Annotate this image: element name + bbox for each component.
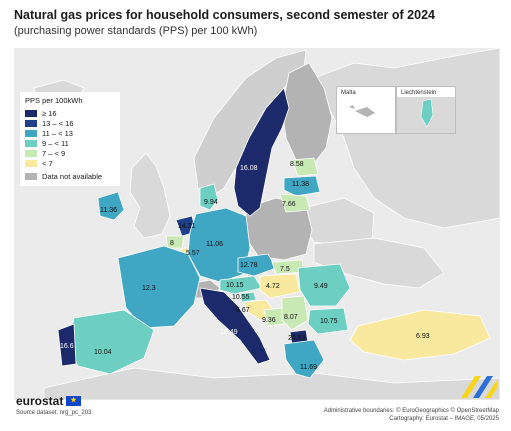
eu-flag-icon	[66, 396, 82, 406]
value-france: 12.3	[142, 285, 156, 292]
value-netherlands: 14.21	[178, 223, 196, 230]
cartography-note: Cartography: Eurostat – IMAGE, 05/2025	[389, 416, 499, 422]
value-latvia: 11.38	[292, 181, 309, 188]
value-turkey: 6.93	[416, 333, 430, 340]
value-croatia: 6.67	[236, 307, 250, 314]
country-gozo	[349, 105, 355, 109]
legend-item: 9 – < 11	[25, 138, 115, 148]
legend-label: 7 – < 9	[42, 148, 66, 158]
country-czechia	[237, 253, 277, 277]
country-belgium	[165, 235, 185, 249]
value-north-macedonia: 20.53	[288, 335, 306, 342]
legend-swatch	[25, 149, 37, 157]
value-bosnia: 9.36	[262, 317, 276, 324]
credits: Administrative boundaries: © EuroGeograp…	[324, 407, 499, 423]
value-denmark: 9.94	[204, 199, 218, 206]
legend-title: PPS per 100kWh	[25, 96, 83, 105]
country-bosnia	[263, 307, 285, 327]
value-lithuania: 7.66	[282, 201, 296, 208]
country-sweden	[233, 87, 290, 217]
country-malta	[355, 107, 375, 117]
value-estonia: 8.58	[290, 161, 304, 168]
value-ireland: 11.36	[100, 207, 117, 214]
value-slovakia: 7.5	[280, 266, 290, 273]
country-latvia	[283, 175, 321, 197]
legend-label: 13 – < 16	[42, 118, 74, 128]
legend-item: 7 – < 9	[25, 148, 115, 158]
inset-liechtenstein: Liechtenstein	[396, 86, 456, 134]
value-hungary: 4.72	[266, 283, 280, 290]
value-serbia: 8.07	[284, 314, 298, 321]
legend-swatch	[25, 129, 37, 137]
country-germany	[187, 207, 251, 283]
admin-boundaries-note: Administrative boundaries: © EuroGeograp…	[323, 408, 499, 414]
legend-swatch-no-data	[25, 172, 37, 180]
value-czechia: 12.78	[240, 262, 258, 269]
legend-item: 13 – < 16	[25, 118, 115, 128]
legend-label: 11 – < 13	[42, 128, 73, 138]
map-legend: PPS per 100kWh ≥ 16 13 – < 16 11 – < 13 …	[20, 92, 120, 186]
legend-label: ≥ 16	[42, 108, 57, 118]
country-slovenia	[239, 291, 257, 303]
country-austria	[219, 275, 263, 295]
value-greece: 11.69	[300, 364, 317, 371]
legend-item: 11 – < 13	[25, 128, 115, 138]
country-france	[117, 245, 201, 329]
legend-label: < 7	[42, 158, 53, 168]
value-germany: 11.06	[206, 241, 223, 248]
country-italy	[199, 287, 271, 365]
value-bulgaria: 10.75	[320, 318, 338, 325]
legend-item: ≥ 16	[25, 108, 115, 118]
value-italy: 16.49	[220, 329, 238, 336]
inset-liechtenstein-label: Liechtenstein	[401, 90, 437, 96]
country-liechtenstein	[420, 98, 434, 128]
map-area: 16.08 8.58 11.38 7.66 9.94 11.36 14.21 8…	[14, 48, 500, 400]
inset-malta-label: Malta	[341, 90, 356, 96]
value-slovenia: 10.55	[232, 294, 250, 301]
legend-swatch	[25, 119, 37, 127]
country-hungary	[259, 273, 301, 299]
country-north-africa	[43, 367, 500, 400]
country-ireland	[97, 191, 125, 221]
country-romania	[297, 263, 351, 307]
value-portugal: 16.6	[60, 343, 74, 350]
value-sweden: 16.08	[240, 165, 258, 172]
value-spain: 10.04	[94, 349, 112, 356]
value-romania: 9.49	[314, 283, 328, 290]
legend-item-no-data: Data not available	[25, 171, 115, 181]
country-estonia	[291, 157, 319, 177]
eurostat-logo-text: eurostat	[16, 394, 64, 408]
value-austria: 10.15	[226, 282, 244, 289]
legend-item: < 7	[25, 158, 115, 168]
legend-swatch	[25, 109, 37, 117]
inset-malta: Malta	[336, 86, 396, 134]
country-denmark	[199, 183, 219, 211]
legend-label-no-data: Data not available	[42, 171, 103, 181]
country-greece	[283, 339, 325, 379]
country-portugal	[57, 323, 77, 367]
country-turkey	[349, 309, 491, 361]
source-note: Source dataset: nrg_pc_203	[16, 410, 92, 416]
legend-label: 9 – < 11	[42, 138, 69, 148]
country-uk	[129, 152, 171, 239]
country-bulgaria	[307, 307, 349, 335]
value-luxembourg: 5.57	[186, 250, 200, 257]
map-subtitle: (purchasing power standards (PPS) per 10…	[14, 25, 258, 37]
map-title: Natural gas prices for household consume…	[14, 8, 435, 22]
country-serbia	[281, 295, 309, 331]
eurostat-logo: eurostat	[16, 394, 82, 408]
value-belgium: 8	[170, 240, 174, 247]
legend-swatch	[25, 139, 37, 147]
legend-swatch	[25, 159, 37, 167]
corner-stripe-graphic	[461, 376, 497, 398]
country-lithuania	[279, 193, 311, 213]
